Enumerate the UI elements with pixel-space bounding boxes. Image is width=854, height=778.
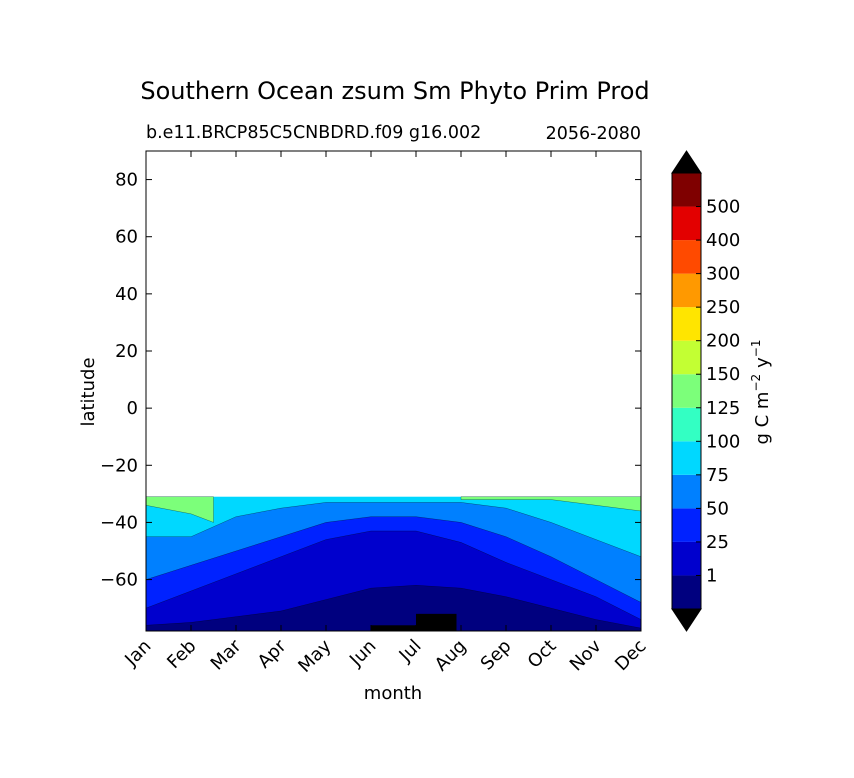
colorbar-swatch-9 [672, 273, 701, 308]
y-tick-label: −60 [100, 570, 138, 591]
colorbar-swatch-0 [672, 575, 701, 609]
chart-subtitle-left: b.e11.BRCP85C5CNBDRD.f09 g16.002 [146, 123, 481, 143]
contour-band-0 [146, 585, 641, 631]
x-tick-label: Jul [395, 636, 426, 667]
colorbar-tick-label: 100 [706, 431, 740, 452]
colorbar-swatch-6 [672, 374, 701, 408]
colorbar-tick-label: 500 [706, 197, 740, 218]
below-range-patch-0 [371, 625, 416, 631]
colorbar-tick-label: 25 [706, 532, 729, 553]
colorbar-swatch-8 [672, 307, 701, 341]
y-tick-label: −20 [100, 455, 138, 476]
colorbar-swatch-10 [672, 240, 701, 274]
colorbar-swatch-1 [672, 541, 701, 576]
colorbar-label-exp2: −1 [749, 339, 763, 357]
colorbar-extend-min [671, 608, 702, 632]
x-tick-label: Jun [345, 636, 380, 671]
chart-subtitle-right: 2056-2080 [546, 124, 641, 144]
x-tick-label: Feb [163, 636, 200, 673]
x-axis-label: month [364, 683, 422, 704]
y-axis: 80 60 40 20 0 −20 −40 −60 [100, 170, 641, 591]
y-tick-label: 0 [127, 398, 138, 419]
colorbar-tick-label: 250 [706, 297, 740, 318]
x-tick-label: Aug [431, 636, 471, 676]
y-tick-label: 80 [115, 170, 138, 191]
colorbar-label: g C m−2 y−1 [749, 339, 773, 444]
y-tick-label: 60 [115, 227, 138, 248]
colorbar-tick-label: 75 [706, 465, 729, 486]
below-range-patch-1 [416, 613, 457, 631]
colorbar-tick-label: 50 [706, 498, 729, 519]
x-tick-label: Dec [611, 636, 650, 675]
colorbar-label-exp1: −2 [749, 374, 763, 392]
x-tick-label: Apr [254, 635, 291, 672]
colorbar-tick-label: 400 [706, 230, 740, 251]
y-tick-label: 20 [115, 341, 138, 362]
x-tick-label: Nov [566, 635, 606, 675]
colorbar-tick-label: 150 [706, 364, 740, 385]
x-tick-label: Sep [477, 636, 516, 675]
colorbar-swatch-11 [672, 206, 701, 241]
contour-patch-1 [146, 496, 214, 523]
colorbar-swatch-5 [672, 407, 701, 442]
colorbar-swatch-4 [672, 441, 701, 475]
colorbar-tick-label: 300 [706, 264, 740, 285]
x-tick-label: Oct [524, 636, 561, 673]
y-tick-label: −40 [100, 512, 138, 533]
colorbar-tick-label: 200 [706, 331, 740, 352]
y-tick-label: 40 [115, 284, 138, 305]
colorbar-tick-label: 1 [706, 565, 717, 586]
colorbar-swatch-7 [672, 340, 701, 375]
colorbar-swatch-3 [672, 474, 701, 509]
plot-area [146, 496, 641, 631]
colorbar-tick-label: 125 [706, 398, 740, 419]
x-tick-label: May [294, 635, 335, 676]
contour-patch-0 [460, 496, 641, 512]
colorbar-swatch-2 [672, 508, 701, 542]
colorbar [671, 150, 702, 632]
colorbar-swatch-12 [672, 173, 701, 207]
x-tick-label: Mar [207, 635, 246, 674]
y-axis-label: latitude [78, 357, 99, 426]
colorbar-label-mid: y [752, 357, 773, 368]
x-tick-label: Jan [120, 636, 155, 671]
colorbar-label-main: g C m [752, 392, 773, 445]
chart-title: Southern Ocean zsum Sm Phyto Prim Prod [140, 77, 649, 105]
plot-frame [145, 150, 642, 632]
colorbar-extend-max [671, 150, 702, 174]
colorbar-frame [671, 172, 702, 610]
